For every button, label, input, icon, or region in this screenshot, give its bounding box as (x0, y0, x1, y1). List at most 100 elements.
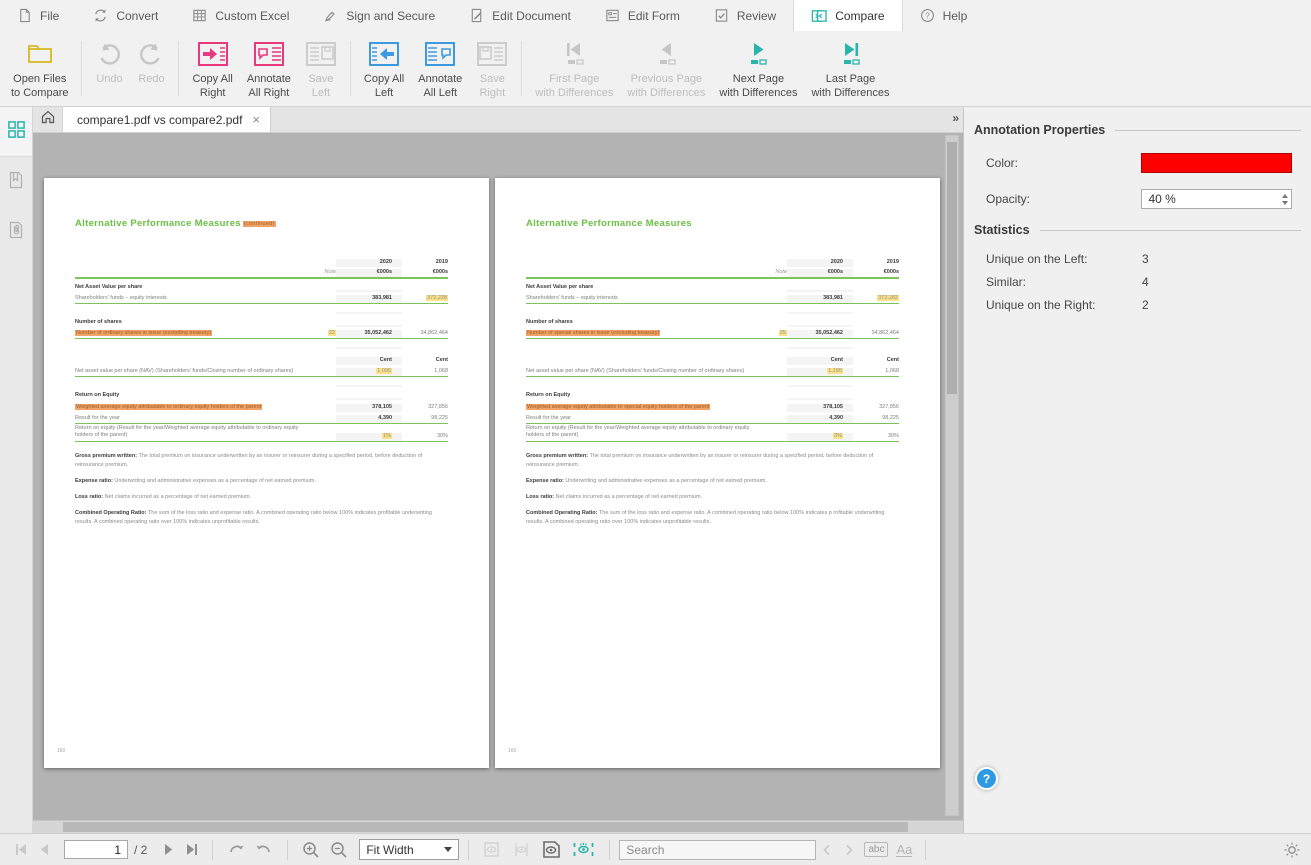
menu-custom-excel[interactable]: Custom Excel (175, 0, 306, 31)
table-row: Return on equity (Result for the year/We… (526, 424, 899, 442)
table-cell (787, 385, 853, 387)
view-both-pages-icon[interactable] (536, 840, 567, 859)
table-cell (306, 385, 336, 387)
menu-compare[interactable]: Compare (793, 0, 903, 31)
opacity-spinner[interactable]: 40 % (1141, 189, 1292, 209)
value-2019: 327,856 (428, 404, 448, 410)
menu-review[interactable]: Review (697, 0, 793, 31)
sidebar-item-thumbnails[interactable] (0, 107, 32, 157)
table-cell (757, 398, 787, 400)
annotate-all-left-button[interactable]: Annotate All Left (411, 31, 469, 106)
menu-sign-and-secure[interactable]: Sign and Secure (306, 0, 452, 31)
table-cell (306, 265, 336, 267)
previous-page-with-differences-button[interactable]: Previous Page with Differences (620, 31, 712, 106)
page-number-footer: 160 (57, 748, 66, 754)
collapse-panel-icon[interactable]: » (952, 111, 959, 125)
first-page-icon[interactable] (10, 843, 33, 856)
toolbar-divider (178, 41, 180, 96)
table-cell (853, 325, 899, 327)
annotation-color-swatch[interactable] (1141, 153, 1292, 173)
menu-help[interactable]: ? Help (903, 0, 985, 31)
value-2019-cell: 1,068 (853, 368, 899, 376)
table-cell (402, 325, 448, 327)
menu-file[interactable]: File (0, 0, 76, 31)
value-2019-cell: 372,228 (402, 295, 448, 303)
search-previous-icon[interactable] (816, 844, 838, 856)
vertical-scrollbar[interactable] (945, 135, 959, 816)
help-icon: ? (920, 8, 935, 23)
spin-down-icon[interactable] (1282, 200, 1288, 205)
show-differences-icon[interactable] (567, 840, 600, 859)
last-page-icon[interactable] (180, 843, 203, 856)
redo-button[interactable]: Redo (130, 31, 172, 106)
zoom-mode-select[interactable]: Fit Width (359, 839, 460, 860)
next-page-with-differences-button[interactable]: Next Page with Differences (712, 31, 804, 106)
stat-similar: Similar: 4 (986, 270, 1292, 293)
copy-all-left-button[interactable]: Copy All Left (357, 31, 411, 106)
search-input[interactable] (619, 839, 817, 860)
button-label: Undo (96, 73, 123, 85)
spin-up-icon[interactable] (1282, 193, 1288, 198)
spinner-arrows[interactable] (1282, 190, 1288, 208)
home-tab-button[interactable] (33, 107, 63, 132)
menu-label: File (40, 8, 60, 23)
view-left-only-icon[interactable] (478, 841, 507, 858)
note-cell (757, 410, 787, 412)
match-whole-word-button[interactable]: abc (864, 842, 889, 857)
last-page-with-differences-button[interactable]: Last Page with Differences (804, 31, 896, 106)
button-label: to Compare (11, 86, 69, 99)
horizontal-scrollbar[interactable] (33, 820, 963, 833)
copy-all-right-button[interactable]: Copy All Right (185, 31, 239, 106)
year-2020-header: 2020 (787, 259, 853, 267)
compare-document-tab[interactable]: compare1.pdf vs compare2.pdf × (63, 107, 272, 132)
first-page-with-differences-button[interactable]: First Page with Differences (528, 31, 620, 106)
table-cell (75, 275, 306, 277)
match-case-button[interactable]: Aa (896, 841, 913, 857)
search-next-icon[interactable] (838, 844, 860, 856)
zoom-out-icon[interactable] (325, 841, 353, 859)
menu-edit-form[interactable]: Edit Form (588, 0, 697, 31)
zoom-mode-value: Fit Width (366, 842, 414, 857)
brightness-icon[interactable] (1283, 841, 1301, 859)
section-label: Return on Equity (526, 392, 571, 398)
table-cell (526, 265, 757, 267)
page-number-input[interactable] (64, 840, 128, 859)
close-tab-icon[interactable]: × (252, 112, 261, 127)
table-cell (306, 325, 336, 327)
menu-edit-document[interactable]: Edit Document (452, 0, 588, 31)
previous-page-icon[interactable] (33, 843, 56, 856)
next-page-icon[interactable] (157, 843, 180, 856)
help-button[interactable]: ? (975, 767, 998, 790)
menu-label: Review (736, 8, 777, 23)
rotate-clockwise-icon[interactable] (222, 842, 250, 858)
grid-icon (7, 120, 26, 144)
menu-label: Sign and Secure (346, 8, 436, 23)
value-2019-cell: 34,862,464 (853, 330, 899, 338)
diff-highlight-continued: (continued) (242, 221, 276, 227)
save-right-button[interactable]: Save Right (469, 31, 515, 106)
menu-convert[interactable]: Convert (76, 0, 175, 31)
button-label: Right (199, 86, 226, 99)
table-cell (336, 398, 402, 400)
sidebar-item-bookmarks[interactable] (0, 157, 32, 207)
table-row: Weighted average equity attributable to … (75, 400, 448, 412)
horizontal-scrollbar-thumb[interactable] (63, 822, 908, 832)
annotate-all-right-button[interactable]: Annotate All Right (240, 31, 298, 106)
value-2019: 1,068 (434, 368, 448, 374)
table-cell (526, 347, 757, 349)
open-files-to-compare-button[interactable]: Open Files to Compare (4, 31, 75, 106)
undo-button[interactable]: Undo (88, 31, 130, 106)
definition-term: Expense ratio: (75, 478, 113, 485)
rotate-counterclockwise-icon[interactable] (250, 842, 278, 858)
row-label: Number of special shares in issue (exclu… (526, 330, 757, 338)
row-label: Weighted average equity attributable to … (75, 404, 306, 412)
vertical-scrollbar-thumb[interactable] (947, 142, 957, 394)
save-left-button[interactable]: Save Left (298, 31, 344, 106)
zoom-in-icon[interactable] (297, 841, 325, 859)
row-label: Shareholders' funds – equity interests (75, 295, 167, 301)
compare-icon (811, 8, 827, 24)
table-cell (757, 265, 787, 267)
sidebar-item-attachments[interactable] (0, 207, 32, 257)
row-label: Weighted average equity attributable to … (526, 404, 757, 412)
view-right-only-icon[interactable] (507, 841, 536, 858)
